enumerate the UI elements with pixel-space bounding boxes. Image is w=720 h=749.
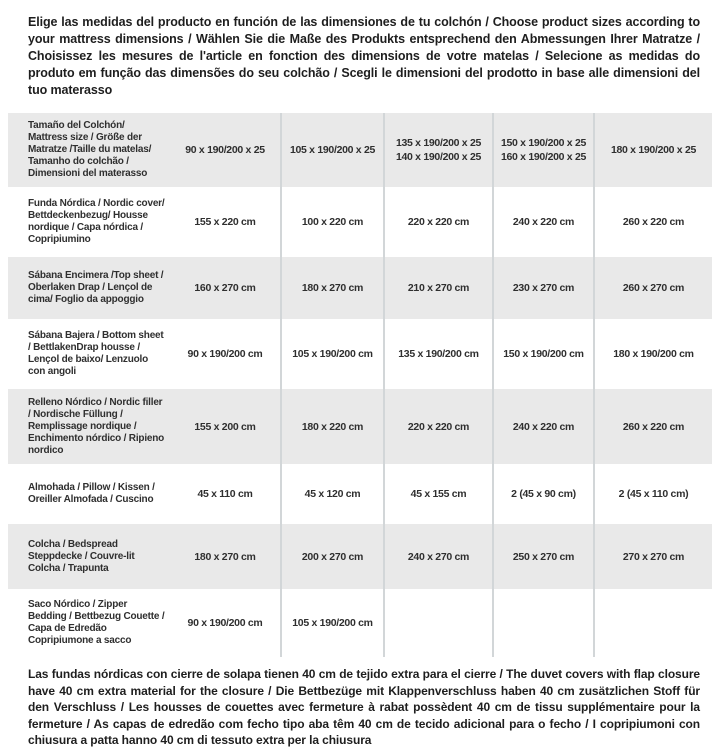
size-cell: 180 x 270 cm [170,524,280,589]
size-cell: 45 x 155 cm [383,464,492,524]
size-value: 260 x 270 cm [622,282,685,294]
table-row-bedspread: Colcha / Bedspread Steppdecke / Couvre-l… [8,524,712,589]
size-cell: 155 x 220 cm [170,187,280,257]
size-cell: 150 x 190/200 cm [492,319,593,389]
size-cell: 180 x 270 cm [280,257,383,319]
size-cell-empty [593,589,712,657]
size-cell: 240 x 220 cm [492,187,593,257]
size-value: 240 x 220 cm [512,420,575,433]
size-cell: 260 x 220 cm [593,389,712,464]
size-value: 105 x 190/200 x 25 [289,144,376,156]
size-value: 270 x 270 cm [622,550,685,563]
size-value: 240 x 270 cm [407,550,470,563]
size-value: 250 x 270 cm [512,550,575,563]
size-value: 160 x 270 cm [194,282,256,294]
row-label: Colcha / Bedspread Steppdecke / Couvre-l… [28,538,135,574]
size-cell: 180 x 220 cm [280,389,383,464]
size-cell: 240 x 220 cm [492,389,593,464]
size-value: 180 x 220 cm [301,420,364,433]
intro-text: Elige las medidas del producto en funció… [28,15,700,97]
size-cell: 105 x 190/200 cm [280,319,383,389]
table-row-top-sheet: Sábana Encimera /Top sheet / Oberlaken D… [8,257,712,319]
row-label: Saco Nórdico / Zipper Bedding / Bettbezu… [28,599,165,646]
table-row-zipper-bedding: Saco Nórdico / Zipper Bedding / Bettbezu… [8,589,712,657]
size-value: 155 x 220 cm [194,216,256,228]
size-value: 260 x 220 cm [622,216,685,228]
size-cell: 150 x 190/200 x 25 160 x 190/200 x 25 [492,113,593,187]
size-cell: 45 x 110 cm [170,464,280,524]
size-cell: 260 x 220 cm [593,187,712,257]
size-cell: 135 x 190/200 x 25 140 x 190/200 x 25 [383,113,492,187]
size-value: 220 x 220 cm [407,216,470,228]
size-value: 180 x 190/200 cm [613,348,694,360]
size-value: 135 x 190/200 cm [398,348,479,360]
size-value: 220 x 220 cm [407,420,470,433]
size-cell: 220 x 220 cm [383,389,492,464]
table-row-nordic-cover: Funda Nórdica / Nordic cover/ Bettdecken… [8,187,712,257]
row-label: Almohada / Pillow / Kissen / Oreiller Al… [28,482,155,505]
size-cell: 90 x 190/200 cm [170,589,280,657]
size-cell: 100 x 220 cm [280,187,383,257]
row-label: Relleno Nórdico / Nordic filler / Nordis… [28,396,165,456]
size-value: 180 x 270 cm [194,550,256,563]
row-label: Funda Nórdica / Nordic cover/ Bettdecken… [28,198,165,245]
size-cell: 90 x 190/200 cm [170,319,280,389]
size-value: 210 x 270 cm [407,282,470,294]
row-label: Tamaño del Colchón/ Mattress size / Größ… [28,120,152,179]
size-value: 150 x 190/200 x 25 [500,137,587,149]
size-cell: 220 x 220 cm [383,187,492,257]
size-cell: 270 x 270 cm [593,524,712,589]
size-value: 135 x 190/200 x 25 [395,137,482,149]
size-value: 180 x 190/200 x 25 [610,144,697,156]
size-chart-page: Elige las medidas del producto en funció… [0,14,720,747]
size-cell: 200 x 270 cm [280,524,383,589]
size-value: 150 x 190/200 cm [503,348,584,360]
footnote-text: Las fundas nórdicas con cierre de solapa… [28,667,700,747]
size-cell: 155 x 200 cm [170,389,280,464]
size-value: 160 x 190/200 x 25 [500,151,587,163]
size-cell: 90 x 190/200 x 25 [170,113,280,187]
size-value: 2 (45 x 90 cm) [511,488,576,500]
size-cell: 2 (45 x 90 cm) [492,464,593,524]
table-row-mattress-size: Tamaño del Colchón/ Mattress size / Größ… [8,113,712,187]
row-label: Sábana Bajera / Bottom sheet / Bettlaken… [28,330,164,377]
size-value: 45 x 155 cm [410,488,467,500]
size-cell: 230 x 270 cm [492,257,593,319]
size-value: 90 x 190/200 x 25 [185,144,265,156]
table-row-bottom-sheet: Sábana Bajera / Bottom sheet / Bettlaken… [8,319,712,389]
size-cell: 160 x 270 cm [170,257,280,319]
size-value: 100 x 220 cm [301,216,364,228]
size-cell-empty [383,589,492,657]
size-value: 230 x 270 cm [512,282,575,294]
size-value: 90 x 190/200 cm [187,348,263,360]
size-cell: 240 x 270 cm [383,524,492,589]
size-cell: 105 x 190/200 cm [280,589,383,657]
size-value: 105 x 190/200 cm [292,348,373,360]
size-cell: 2 (45 x 110 cm) [593,464,712,524]
size-cell: 105 x 190/200 x 25 [280,113,383,187]
size-value: 90 x 190/200 cm [187,617,263,629]
size-value: 260 x 220 cm [622,420,685,433]
size-table: Tamaño del Colchón/ Mattress size / Größ… [8,113,712,657]
size-cell: 210 x 270 cm [383,257,492,319]
size-cell-empty [492,589,593,657]
size-value: 140 x 190/200 x 25 [395,151,482,163]
size-cell: 250 x 270 cm [492,524,593,589]
size-value: 200 x 270 cm [301,550,364,563]
size-cell: 135 x 190/200 cm [383,319,492,389]
size-value: 180 x 270 cm [301,282,364,294]
size-cell: 180 x 190/200 cm [593,319,712,389]
size-value: 45 x 110 cm [197,488,253,500]
size-value: 45 x 120 cm [304,488,361,500]
table-row-nordic-filler: Relleno Nórdico / Nordic filler / Nordis… [8,389,712,464]
row-label: Sábana Encimera /Top sheet / Oberlaken D… [28,270,164,305]
size-value: 105 x 190/200 cm [292,617,373,629]
size-cell: 260 x 270 cm [593,257,712,319]
table-row-pillow: Almohada / Pillow / Kissen / Oreiller Al… [8,464,712,524]
size-value: 2 (45 x 110 cm) [618,488,689,500]
size-cell: 180 x 190/200 x 25 [593,113,712,187]
size-cell: 45 x 120 cm [280,464,383,524]
size-value: 240 x 220 cm [512,216,575,228]
size-value: 155 x 200 cm [194,420,256,433]
